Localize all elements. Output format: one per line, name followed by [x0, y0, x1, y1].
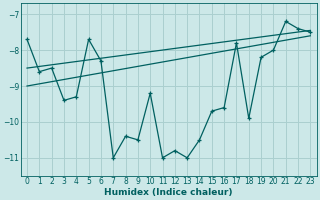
X-axis label: Humidex (Indice chaleur): Humidex (Indice chaleur) — [104, 188, 233, 197]
